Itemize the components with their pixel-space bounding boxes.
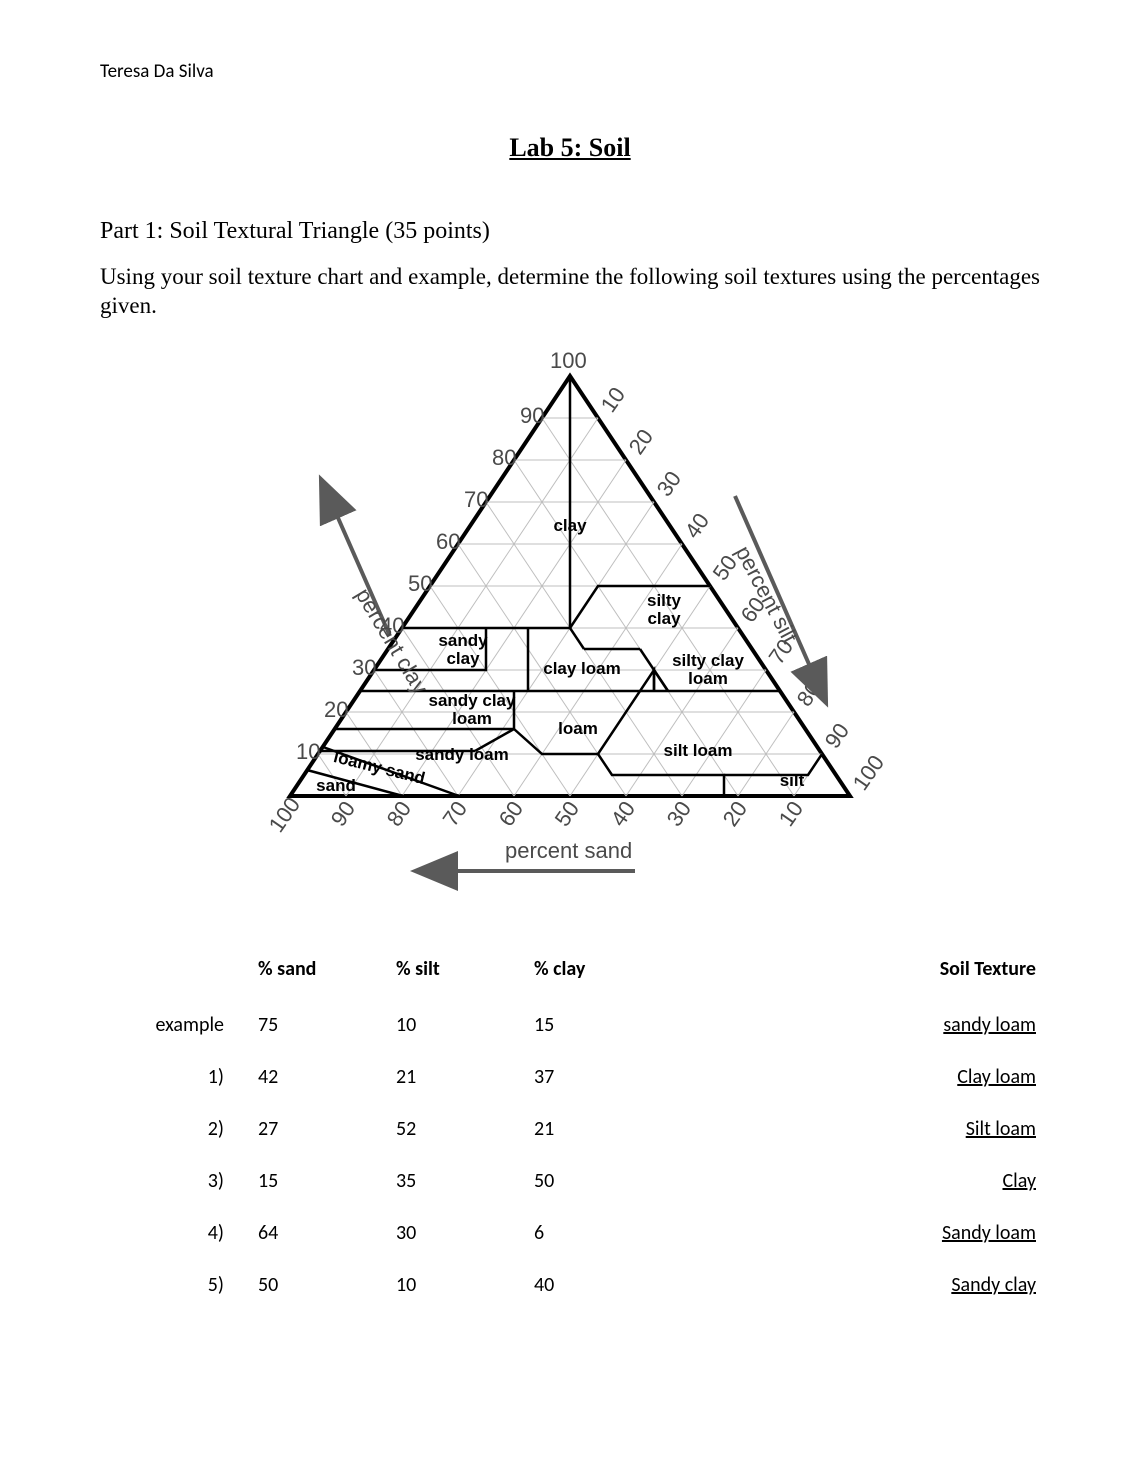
row-label: 2)	[100, 1103, 254, 1155]
label-loam: loam	[558, 719, 598, 738]
cell-silt: 10	[392, 999, 530, 1051]
table-row: 5) 50 10 40 Sandy clay	[100, 1259, 1040, 1311]
label-clay-loam: clay loam	[543, 659, 621, 678]
label-silty-clay-2: clay	[647, 609, 681, 628]
row-label: 1)	[100, 1051, 254, 1103]
part-heading: Part 1: Soil Textural Triangle (35 point…	[100, 218, 1040, 245]
svg-text:90: 90	[326, 796, 361, 830]
cell-silt: 35	[392, 1155, 530, 1207]
svg-text:10: 10	[774, 796, 809, 830]
svg-text:90: 90	[820, 718, 855, 752]
cell-silt: 52	[392, 1103, 530, 1155]
cell-clay: 21	[530, 1103, 718, 1155]
row-label: 5)	[100, 1259, 254, 1311]
table-row: 4) 64 30 6 Sandy loam	[100, 1207, 1040, 1259]
cell-clay: 6	[530, 1207, 718, 1259]
table-header-texture: Soil Texture	[718, 951, 1040, 999]
svg-text:50: 50	[550, 796, 585, 830]
cell-clay: 15	[530, 999, 718, 1051]
svg-text:80: 80	[492, 445, 516, 470]
doc-title: Lab 5: Soil	[100, 133, 1040, 163]
svg-text:70: 70	[438, 796, 473, 830]
cell-sand: 42	[254, 1051, 392, 1103]
instructions-text: Using your soil texture chart and exampl…	[100, 263, 1040, 321]
label-sandy-clay-loam-1: sandy clay	[429, 691, 516, 710]
row-label: 3)	[100, 1155, 254, 1207]
soil-triangle-diagram: clay silty clay sandy clay clay loam sil…	[180, 336, 960, 896]
label-silty-clay-loam-2: loam	[688, 669, 728, 688]
cell-silt: 21	[392, 1051, 530, 1103]
cell-texture: Sandy clay	[951, 1273, 1036, 1297]
table-header-row: % sand % silt % clay Soil Texture	[100, 951, 1040, 999]
table-row: 2) 27 52 21 Silt loam	[100, 1103, 1040, 1155]
label-sandy-loam: sandy loam	[415, 745, 509, 764]
label-sandy-clay-1: sandy	[438, 631, 488, 650]
cell-texture: Silt loam	[966, 1117, 1036, 1141]
svg-text:90: 90	[520, 403, 544, 428]
cell-silt: 30	[392, 1207, 530, 1259]
table-header-silt: % silt	[392, 951, 530, 999]
label-silt: silt	[780, 771, 805, 790]
label-silty-clay-1: silty	[647, 591, 682, 610]
label-sand: sand	[316, 776, 356, 795]
cell-texture: Clay loam	[957, 1065, 1036, 1089]
svg-text:70: 70	[464, 487, 488, 512]
table-header-clay: % clay	[530, 951, 718, 999]
label-silt-loam: silt loam	[664, 741, 733, 760]
cell-sand: 27	[254, 1103, 392, 1155]
triangle-svg: clay silty clay sandy clay clay loam sil…	[180, 336, 960, 896]
table-row: example 75 10 15 sandy loam	[100, 999, 1040, 1051]
table-header-sand: % sand	[254, 951, 392, 999]
cell-silt: 10	[392, 1259, 530, 1311]
svg-text:40: 40	[680, 508, 715, 542]
table-header-blank	[100, 951, 254, 999]
label-sandy-clay-2: clay	[446, 649, 480, 668]
cell-sand: 64	[254, 1207, 392, 1259]
label-sandy-clay-loam-2: loam	[452, 709, 492, 728]
svg-text:30: 30	[662, 796, 697, 830]
svg-text:10: 10	[596, 382, 631, 416]
label-clay: clay	[553, 516, 587, 535]
svg-text:80: 80	[792, 676, 827, 710]
row-label: example	[100, 999, 254, 1051]
svg-text:20: 20	[718, 796, 753, 830]
row-label: 4)	[100, 1207, 254, 1259]
svg-text:20: 20	[624, 424, 659, 458]
table-row: 3) 15 35 50 Clay	[100, 1155, 1040, 1207]
author-name: Teresa Da Silva	[100, 60, 1040, 83]
svg-text:100: 100	[264, 792, 306, 836]
axis-label-sand: percent sand	[505, 838, 632, 863]
cell-sand: 50	[254, 1259, 392, 1311]
cell-texture: Clay	[1002, 1169, 1036, 1193]
bottom-ticks: 100 90 80 70 60 50 40 30 20 10	[264, 792, 809, 836]
svg-text:10: 10	[296, 739, 320, 764]
label-silty-clay-loam-1: silty clay	[672, 651, 744, 670]
svg-text:80: 80	[382, 796, 417, 830]
svg-text:30: 30	[652, 466, 687, 500]
cell-texture: sandy loam	[943, 1013, 1036, 1037]
svg-text:40: 40	[606, 796, 641, 830]
table-row: 1) 42 21 37 Clay loam	[100, 1051, 1040, 1103]
apex-100: 100	[550, 348, 587, 373]
svg-text:20: 20	[324, 697, 348, 722]
svg-text:50: 50	[408, 571, 432, 596]
cell-clay: 50	[530, 1155, 718, 1207]
svg-text:30: 30	[352, 655, 376, 680]
svg-text:60: 60	[494, 796, 529, 830]
cell-sand: 15	[254, 1155, 392, 1207]
cell-clay: 37	[530, 1051, 718, 1103]
cell-clay: 40	[530, 1259, 718, 1311]
soil-table: % sand % silt % clay Soil Texture exampl…	[100, 951, 1040, 1311]
cell-texture: Sandy loam	[942, 1221, 1036, 1245]
cell-sand: 75	[254, 999, 392, 1051]
svg-text:60: 60	[436, 529, 460, 554]
svg-text:100: 100	[848, 750, 890, 794]
